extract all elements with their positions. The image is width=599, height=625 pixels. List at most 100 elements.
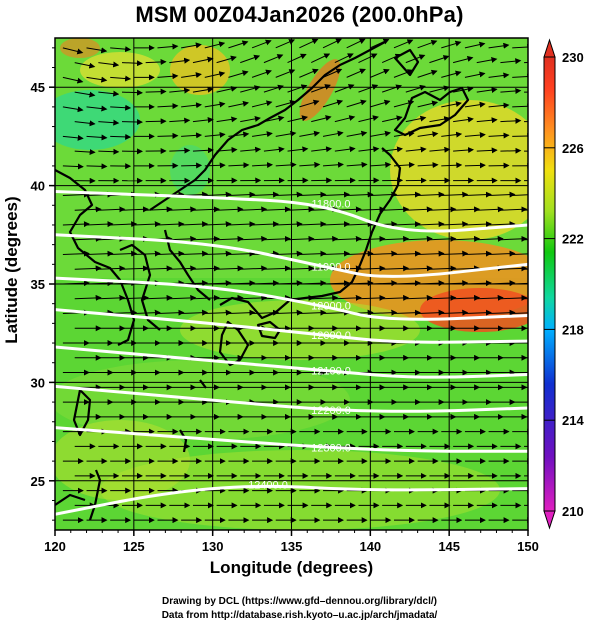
wind-arrow — [169, 87, 191, 94]
wind-arrow — [453, 206, 481, 213]
wind-arrow — [169, 147, 191, 154]
wind-arrow — [133, 250, 161, 257]
wind-arrow — [275, 130, 297, 137]
wind-arrow — [370, 68, 390, 78]
height-contour-line — [55, 484, 528, 516]
wind-arrow — [417, 250, 445, 257]
wind-arrow — [382, 235, 410, 242]
wind-arrow — [74, 265, 102, 272]
wind-arrow — [464, 250, 492, 257]
contour-label: 11900.0 — [312, 261, 351, 273]
wind-arrow — [358, 53, 378, 64]
wind-arrow — [216, 294, 244, 301]
wind-arrow — [169, 235, 197, 242]
wind-arrow — [121, 294, 149, 301]
wind-arrow — [370, 38, 390, 49]
wind-arrow — [441, 70, 462, 78]
wind-arrow — [181, 162, 203, 169]
wind-arrow — [145, 206, 173, 213]
wind-arrow — [287, 84, 308, 93]
wind-arrow — [62, 221, 90, 228]
wind-arrow — [452, 55, 474, 64]
wind-arrow — [476, 56, 498, 64]
wind-arrow — [121, 206, 149, 213]
wind-arrow — [370, 130, 392, 137]
wind-arrow — [370, 250, 398, 257]
wind-arrow — [86, 105, 108, 112]
wind-arrow — [157, 43, 179, 50]
wind-arrow — [393, 250, 421, 257]
wind-arrow — [512, 103, 528, 110]
wind-arrow — [228, 131, 250, 138]
wind-arrow — [121, 89, 143, 96]
wind-arrow — [181, 72, 202, 79]
wind-arrow — [323, 191, 351, 198]
wind-arrow — [476, 294, 504, 301]
wind-arrow — [228, 40, 249, 49]
wind-arrow — [145, 58, 167, 65]
wind-arrow — [464, 132, 486, 139]
contour-label: 12400.0 — [248, 480, 288, 492]
wind-arrow — [86, 250, 114, 257]
wind-arrow — [382, 294, 410, 301]
wind-arrow — [346, 130, 368, 137]
wind-arrow — [453, 235, 481, 242]
wind-arrow — [133, 221, 161, 228]
wind-arrow — [240, 294, 268, 301]
wind-arrow — [393, 161, 415, 168]
wind-arrow — [181, 132, 203, 139]
wind-arrow — [417, 100, 439, 108]
wind-arrow — [464, 162, 486, 169]
wind-arrow — [263, 115, 285, 123]
colorbar-scale — [543, 56, 556, 512]
wind-arrow — [346, 38, 366, 49]
wind-arrow — [393, 280, 421, 287]
wind-arrow — [346, 99, 367, 108]
wind-arrow — [322, 130, 344, 137]
wind-arrow — [299, 68, 319, 78]
wind-arrow — [228, 221, 256, 228]
wind-arrow — [370, 99, 391, 108]
wind-arrow — [311, 115, 332, 123]
contour-label: 12000.0 — [311, 330, 351, 342]
wind-arrow — [287, 235, 315, 242]
wind-arrow — [157, 309, 185, 316]
contour-label: 12200.0 — [311, 405, 351, 417]
wind-arrow — [429, 85, 450, 93]
wind-arrow — [216, 235, 244, 242]
wind-arrow — [275, 161, 297, 168]
wind-arrow — [169, 294, 197, 301]
wind-arrow — [512, 312, 528, 315]
wind-arrow — [382, 206, 410, 213]
wind-arrow — [157, 103, 179, 110]
wind-arrow — [381, 84, 403, 93]
wind-arrow — [500, 87, 522, 94]
wind-arrow — [252, 280, 280, 287]
wind-arrow — [204, 191, 232, 198]
wind-arrow — [98, 294, 126, 301]
wind-arrow — [252, 309, 280, 316]
wind-arrow — [464, 309, 492, 316]
y-tick-label: 25 — [31, 474, 45, 489]
colorbar-tick-label: 218 — [562, 322, 584, 337]
wind-arrow — [98, 61, 120, 68]
wind-arrow — [311, 84, 331, 93]
wind-arrow — [417, 309, 445, 316]
wind-arrow — [192, 147, 214, 154]
wind-arrow — [488, 280, 516, 287]
wind-arrow — [382, 115, 403, 123]
wind-arrow — [181, 250, 209, 257]
wind-arrow — [346, 250, 374, 257]
wind-arrow — [145, 265, 173, 272]
x-tick-label: 120 — [44, 539, 66, 554]
colorbar-min-triangle — [543, 510, 556, 530]
wind-arrow — [157, 221, 185, 228]
wind-arrow — [240, 115, 261, 123]
wind-arrow — [110, 46, 132, 53]
wind-arrow — [181, 221, 209, 228]
wind-arrow — [121, 60, 143, 67]
x-axis-label: Longitude (degrees) — [209, 558, 374, 577]
wind-arrow — [86, 47, 108, 54]
contour-label: 12300.0 — [311, 442, 351, 454]
